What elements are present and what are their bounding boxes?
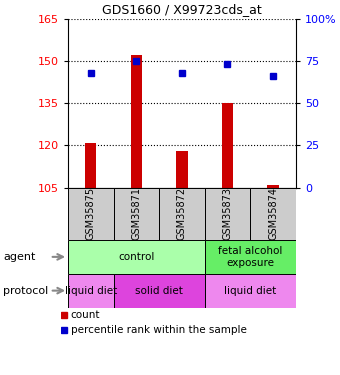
Bar [222,103,233,188]
Bar [205,274,296,308]
Title: GDS1660 / X99723cds_at: GDS1660 / X99723cds_at [102,3,262,16]
Text: GSM35873: GSM35873 [222,187,233,240]
Bar [267,185,279,188]
Bar [68,188,114,240]
Bar [114,188,159,240]
Bar [159,188,205,240]
Text: liquid diet: liquid diet [65,286,117,296]
Bar [114,274,205,308]
Text: fetal alcohol
exposure: fetal alcohol exposure [218,246,283,268]
Text: control: control [118,252,154,262]
Bar [68,274,114,308]
Text: GSM35874: GSM35874 [268,187,278,240]
Text: liquid diet: liquid diet [224,286,276,296]
Bar [205,240,296,274]
Text: agent: agent [3,252,36,262]
Bar [176,151,188,188]
Bar [205,188,250,240]
Bar [68,240,205,274]
Bar [131,56,142,188]
Text: GSM35871: GSM35871 [131,187,141,240]
Text: GSM35872: GSM35872 [177,187,187,240]
Bar [85,142,97,188]
Text: protocol: protocol [3,286,49,296]
Bar [250,188,296,240]
Text: percentile rank within the sample: percentile rank within the sample [71,325,246,335]
Text: count: count [71,310,100,320]
Text: solid diet: solid diet [135,286,183,296]
Text: GSM35875: GSM35875 [86,187,96,240]
